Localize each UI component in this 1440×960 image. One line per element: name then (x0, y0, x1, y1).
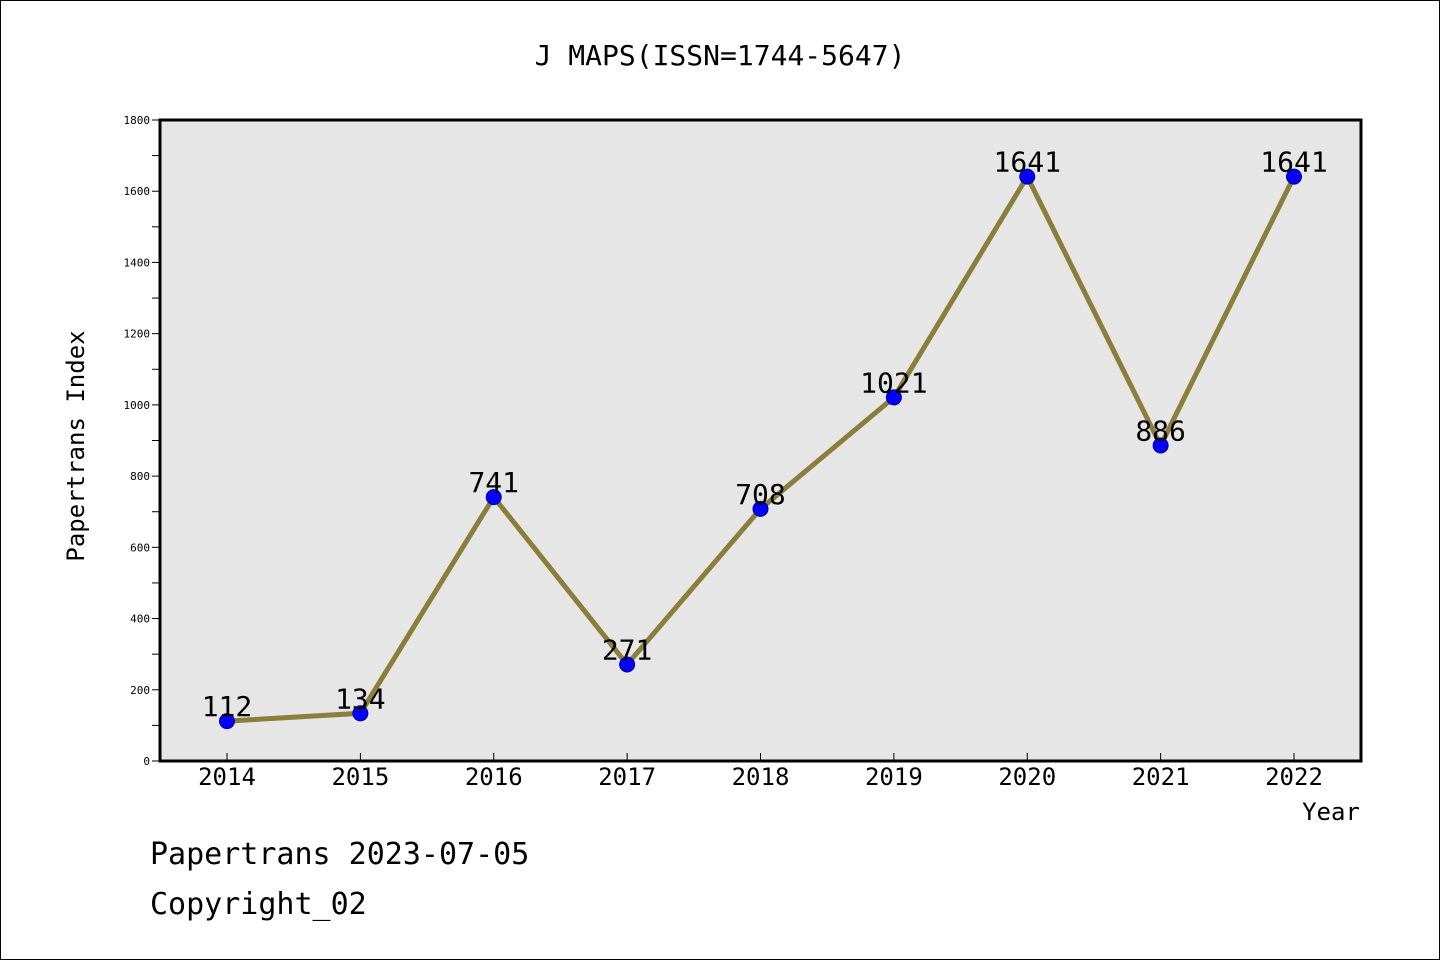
data-label-layer: 112 134 741 271 708 1021 1641 886 1641 (202, 146, 1328, 723)
x-tick-label: 2014 (198, 763, 256, 791)
data-label: 271 (602, 633, 653, 666)
x-tick-label: 2018 (732, 763, 790, 791)
data-point (1019, 168, 1036, 185)
footer-copyright: Copyright_02 (150, 887, 367, 922)
y-axis-label: Papertrans Index (62, 330, 90, 561)
data-label: 1641 (1260, 146, 1327, 179)
x-tick-label: 2017 (598, 763, 656, 791)
y-tick-label: 0 (143, 755, 150, 768)
x-tick-label: 2015 (331, 763, 389, 791)
data-point (219, 713, 235, 730)
data-label: 708 (735, 478, 786, 511)
data-point (1152, 437, 1169, 454)
data-point (485, 489, 502, 506)
y-tick-label: 600 (130, 541, 150, 554)
x-axis: 2014 2015 2016 2017 2018 2019 2020 2021 2022 (198, 753, 1323, 791)
data-label: 1021 (860, 366, 927, 399)
data-point (752, 500, 769, 517)
footer-date: Papertrans 2023-07-05 (150, 837, 529, 872)
x-tick-label: 2022 (1265, 763, 1323, 791)
x-tick-label: 2020 (998, 763, 1056, 791)
data-point (1286, 168, 1302, 185)
x-tick-label: 2016 (465, 763, 523, 791)
x-tick-label: 2019 (865, 763, 923, 791)
y-tick-label: 1200 (124, 328, 151, 341)
data-point (619, 656, 636, 673)
data-label: 112 (202, 690, 253, 723)
y-tick-label: 800 (130, 470, 150, 483)
y-tick-label: 1800 (124, 114, 151, 127)
y-tick-label: 400 (130, 613, 150, 626)
y-axis: 0 200 400 600 800 1000 1200 1400 1600 1800 (124, 114, 160, 768)
y-tick-label: 1600 (124, 185, 151, 198)
y-tick-label: 1000 (124, 399, 151, 412)
data-point (885, 389, 902, 406)
data-label: 134 (335, 682, 386, 715)
data-label: 1641 (994, 146, 1061, 179)
data-point (352, 705, 369, 722)
x-tick-label: 2021 (1132, 763, 1190, 791)
y-tick-label: 200 (130, 684, 150, 697)
data-label: 886 (1135, 414, 1186, 447)
chart-title: J MAPS(ISSN=1744-5647) (535, 39, 906, 72)
data-label: 741 (468, 466, 519, 499)
y-tick-label: 1400 (124, 256, 151, 269)
x-axis-label: Year (1302, 798, 1360, 826)
series-layer (219, 168, 1302, 730)
